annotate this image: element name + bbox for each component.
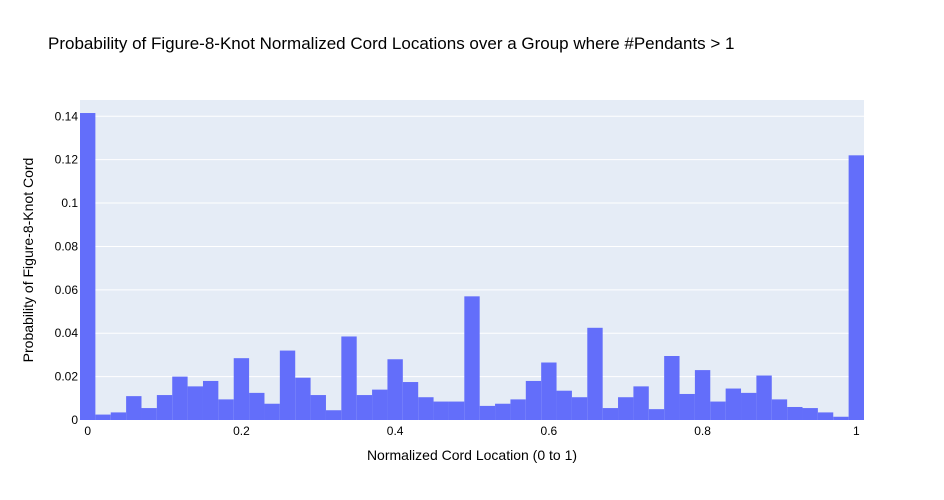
histogram-bar — [341, 336, 357, 420]
y-tick-label: 0.1 — [61, 196, 78, 210]
x-tick-label: 0.4 — [387, 424, 404, 438]
histogram-bar — [817, 412, 834, 420]
y-tick-label: 0.02 — [55, 370, 79, 384]
histogram-bar — [602, 408, 619, 420]
histogram-bar — [126, 396, 142, 420]
histogram-bar — [787, 406, 803, 420]
histogram-bar — [741, 392, 757, 420]
histogram-bar — [556, 390, 572, 420]
histogram-bar — [802, 408, 818, 420]
histogram-bar — [710, 401, 726, 420]
histogram-bar — [433, 401, 449, 420]
histogram-bar — [479, 405, 496, 420]
histogram-bar — [618, 397, 634, 420]
chart-title: Probability of Figure-8-Knot Normalized … — [48, 34, 735, 53]
histogram-bar — [495, 403, 511, 420]
histogram-bar — [648, 409, 665, 420]
histogram-bar — [325, 410, 342, 420]
histogram-bar — [571, 397, 588, 420]
x-axis-ticks: 0 0.2 0.4 0.6 0.8 1 — [84, 424, 860, 438]
histogram-bar — [448, 401, 465, 420]
histogram-bar — [249, 392, 265, 420]
histogram-bar — [541, 362, 557, 420]
x-tick-label: 0 — [84, 424, 91, 438]
x-tick-label: 0.2 — [233, 424, 250, 438]
histogram-bar — [372, 389, 388, 420]
histogram-bar — [279, 350, 296, 420]
histogram-bar — [402, 382, 419, 420]
histogram-bar — [525, 380, 542, 420]
histogram-bar — [233, 358, 250, 420]
histogram-bar — [510, 399, 526, 420]
y-tick-label: 0 — [71, 413, 78, 427]
histogram-bar — [756, 375, 772, 420]
histogram-bar — [295, 377, 311, 420]
histogram-bar — [264, 403, 280, 420]
y-tick-label: 0.12 — [55, 153, 79, 167]
x-tick-label: 1 — [853, 424, 860, 438]
histogram-bar — [587, 327, 603, 420]
y-tick-label: 0.14 — [55, 109, 79, 123]
histogram-bar — [80, 113, 96, 420]
histogram-bar — [771, 399, 788, 420]
x-tick-label: 0.8 — [694, 424, 711, 438]
histogram-bar — [356, 395, 373, 420]
histogram-bar — [633, 386, 649, 420]
y-tick-label: 0.06 — [55, 283, 79, 297]
y-tick-label: 0.08 — [55, 239, 79, 253]
histogram-bar — [172, 376, 188, 420]
histogram-bar — [110, 412, 127, 420]
histogram-bar — [725, 388, 742, 420]
histogram-bar — [202, 380, 219, 420]
x-axis-title: Normalized Cord Location (0 to 1) — [367, 447, 577, 463]
histogram-bar — [464, 296, 480, 420]
y-tick-label: 0.04 — [55, 326, 79, 340]
histogram-bar — [664, 356, 680, 420]
y-axis-ticks: 0 0.02 0.04 0.06 0.08 0.1 0.12 0.14 — [55, 109, 79, 427]
histogram-bar — [848, 155, 864, 421]
histogram-bar — [187, 386, 203, 420]
histogram-bar — [310, 395, 326, 420]
histogram-bar — [218, 399, 234, 420]
bars — [80, 113, 864, 421]
histogram-bar — [141, 408, 157, 420]
y-axis-title: Probability of Figure-8-Knot Cord — [20, 158, 36, 363]
histogram-bar — [387, 359, 403, 420]
histogram-bar — [156, 395, 173, 420]
histogram-bar — [418, 397, 434, 420]
histogram-bar — [95, 414, 111, 420]
histogram-bar — [694, 370, 711, 420]
histogram-bar — [833, 416, 849, 420]
x-tick-label: 0.6 — [541, 424, 558, 438]
histogram-bar — [679, 393, 695, 420]
